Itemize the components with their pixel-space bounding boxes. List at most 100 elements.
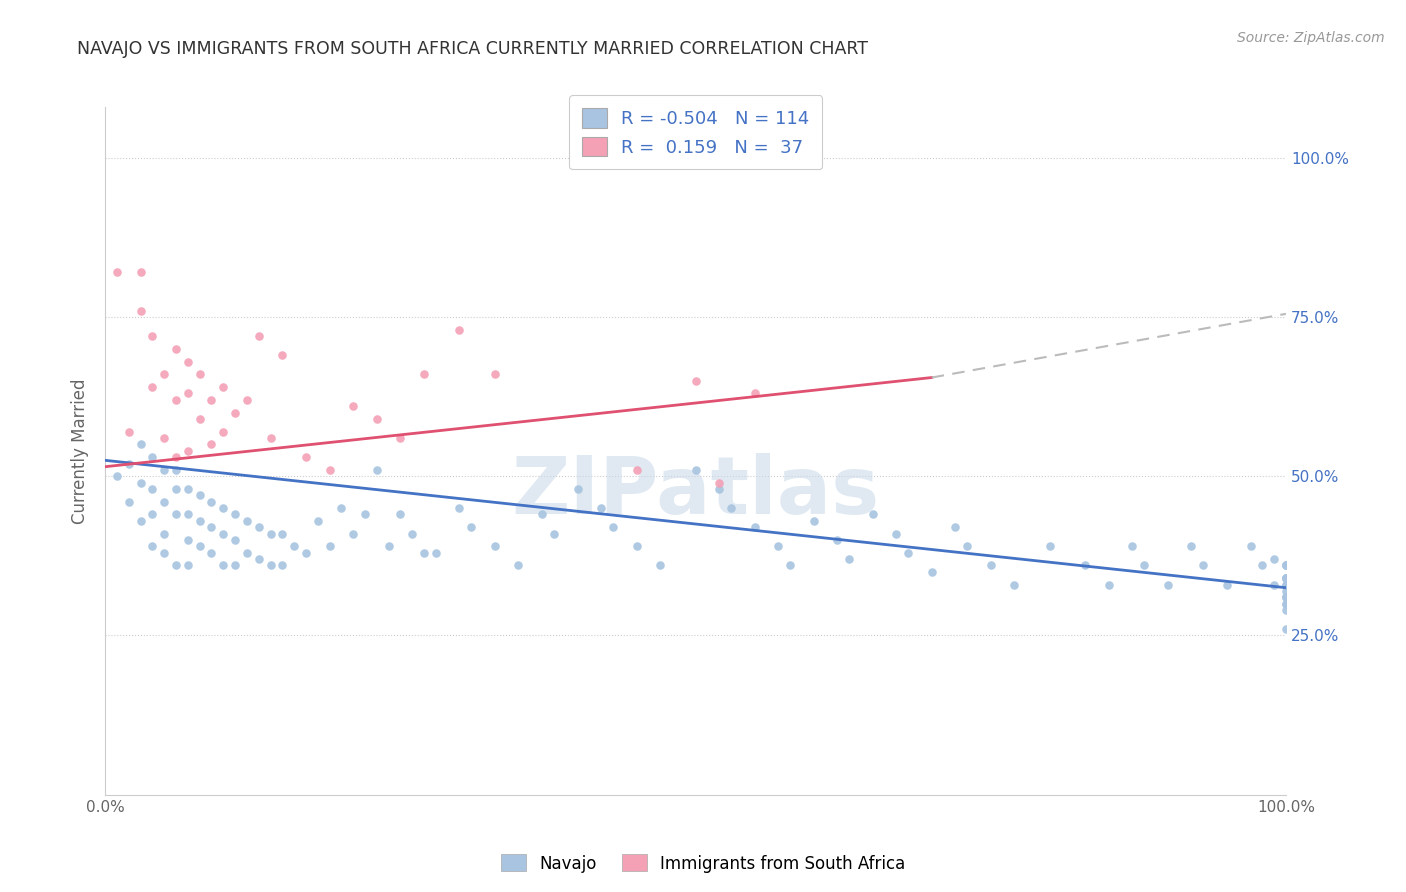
- Point: [591, 501, 613, 516]
- Point: [709, 475, 731, 490]
- Y-axis label: Currently Married: Currently Married: [72, 378, 89, 524]
- Point: [484, 539, 506, 553]
- Point: [943, 520, 966, 534]
- Point: [318, 539, 340, 553]
- Point: [531, 508, 554, 522]
- Point: [1275, 571, 1298, 585]
- Point: [236, 392, 259, 407]
- Point: [956, 539, 979, 553]
- Point: [224, 508, 246, 522]
- Point: [366, 412, 388, 426]
- Point: [212, 380, 235, 394]
- Point: [236, 546, 259, 560]
- Point: [153, 463, 176, 477]
- Point: [884, 526, 907, 541]
- Point: [1074, 558, 1097, 573]
- Point: [153, 546, 176, 560]
- Point: [129, 437, 152, 451]
- Point: [1275, 571, 1298, 585]
- Point: [224, 533, 246, 547]
- Point: [827, 533, 849, 547]
- Point: [177, 482, 200, 496]
- Point: [1216, 577, 1239, 591]
- Point: [342, 526, 364, 541]
- Point: [1263, 577, 1285, 591]
- Point: [1275, 577, 1298, 591]
- Legend: Navajo, Immigrants from South Africa: Navajo, Immigrants from South Africa: [494, 847, 912, 880]
- Point: [271, 558, 294, 573]
- Point: [247, 329, 270, 343]
- Point: [165, 450, 187, 464]
- Point: [508, 558, 530, 573]
- Point: [1275, 597, 1298, 611]
- Point: [838, 552, 860, 566]
- Point: [1275, 571, 1298, 585]
- Point: [188, 514, 211, 528]
- Point: [897, 546, 920, 560]
- Point: [1275, 571, 1298, 585]
- Point: [129, 475, 152, 490]
- Point: [1192, 558, 1215, 573]
- Point: [1275, 603, 1298, 617]
- Point: [1121, 539, 1143, 553]
- Point: [650, 558, 672, 573]
- Point: [1275, 591, 1298, 605]
- Point: [413, 546, 436, 560]
- Point: [212, 425, 235, 439]
- Point: [1275, 622, 1298, 636]
- Point: [259, 431, 281, 445]
- Point: [1275, 577, 1298, 591]
- Point: [484, 368, 506, 382]
- Point: [224, 558, 246, 573]
- Point: [1239, 539, 1261, 553]
- Point: [803, 514, 825, 528]
- Point: [165, 392, 187, 407]
- Point: [165, 558, 187, 573]
- Point: [129, 514, 152, 528]
- Point: [212, 526, 235, 541]
- Point: [271, 526, 294, 541]
- Point: [779, 558, 801, 573]
- Point: [1275, 558, 1298, 573]
- Point: [141, 450, 163, 464]
- Point: [236, 514, 259, 528]
- Point: [685, 463, 707, 477]
- Point: [153, 368, 176, 382]
- Point: [295, 546, 318, 560]
- Point: [768, 539, 790, 553]
- Text: NAVAJO VS IMMIGRANTS FROM SOUTH AFRICA CURRENTLY MARRIED CORRELATION CHART: NAVAJO VS IMMIGRANTS FROM SOUTH AFRICA C…: [77, 40, 869, 58]
- Text: Source: ZipAtlas.com: Source: ZipAtlas.com: [1237, 31, 1385, 45]
- Point: [118, 457, 141, 471]
- Point: [177, 508, 200, 522]
- Point: [1263, 552, 1285, 566]
- Point: [425, 546, 447, 560]
- Point: [165, 482, 187, 496]
- Point: [449, 323, 471, 337]
- Point: [212, 501, 235, 516]
- Point: [1275, 591, 1298, 605]
- Point: [330, 501, 353, 516]
- Point: [377, 539, 399, 553]
- Point: [744, 520, 766, 534]
- Point: [862, 508, 884, 522]
- Point: [200, 520, 222, 534]
- Legend: R = -0.504   N = 114, R =  0.159   N =  37: R = -0.504 N = 114, R = 0.159 N = 37: [569, 95, 823, 169]
- Point: [177, 386, 200, 401]
- Point: [389, 508, 412, 522]
- Point: [389, 431, 412, 445]
- Point: [543, 526, 565, 541]
- Point: [685, 374, 707, 388]
- Point: [105, 469, 128, 483]
- Point: [307, 514, 329, 528]
- Point: [354, 508, 377, 522]
- Point: [1133, 558, 1156, 573]
- Point: [449, 501, 471, 516]
- Point: [1275, 558, 1298, 573]
- Point: [1039, 539, 1062, 553]
- Point: [177, 558, 200, 573]
- Point: [709, 482, 731, 496]
- Point: [980, 558, 1002, 573]
- Point: [1275, 583, 1298, 598]
- Point: [247, 520, 270, 534]
- Point: [212, 558, 235, 573]
